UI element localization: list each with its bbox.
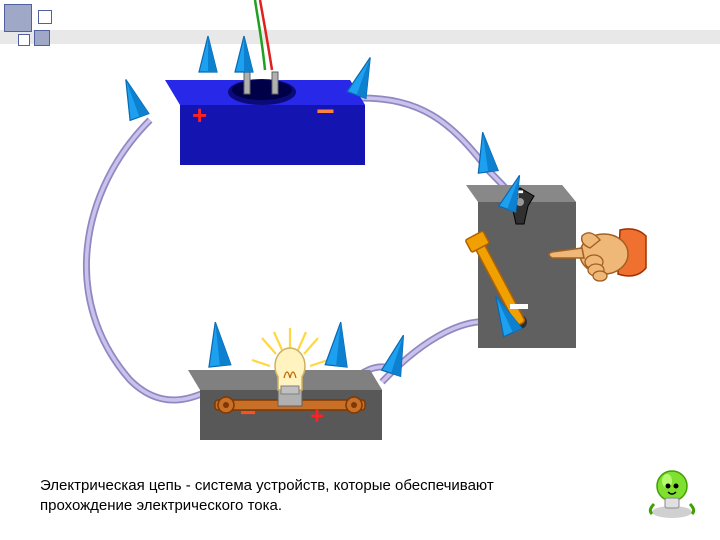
wire-green <box>255 0 265 70</box>
plus-symbol: + <box>310 403 324 430</box>
minus-symbol: − <box>240 397 256 428</box>
knife-switch: + <box>465 179 576 348</box>
caption-line2: прохождение электрического тока. <box>40 497 282 514</box>
minus-symbol <box>510 304 528 309</box>
green-bulb-icon <box>650 471 693 518</box>
minus-symbol: − <box>316 93 335 129</box>
power-source: + − <box>165 72 365 165</box>
circuit-diagram: + − + − <box>0 0 720 540</box>
wire-red <box>260 0 272 70</box>
caption-text: Электрическая цепь - система устройств, … <box>40 476 640 517</box>
caption-line1: Электрическая цепь - система устройств, … <box>40 477 494 494</box>
plus-symbol: + <box>192 100 207 130</box>
